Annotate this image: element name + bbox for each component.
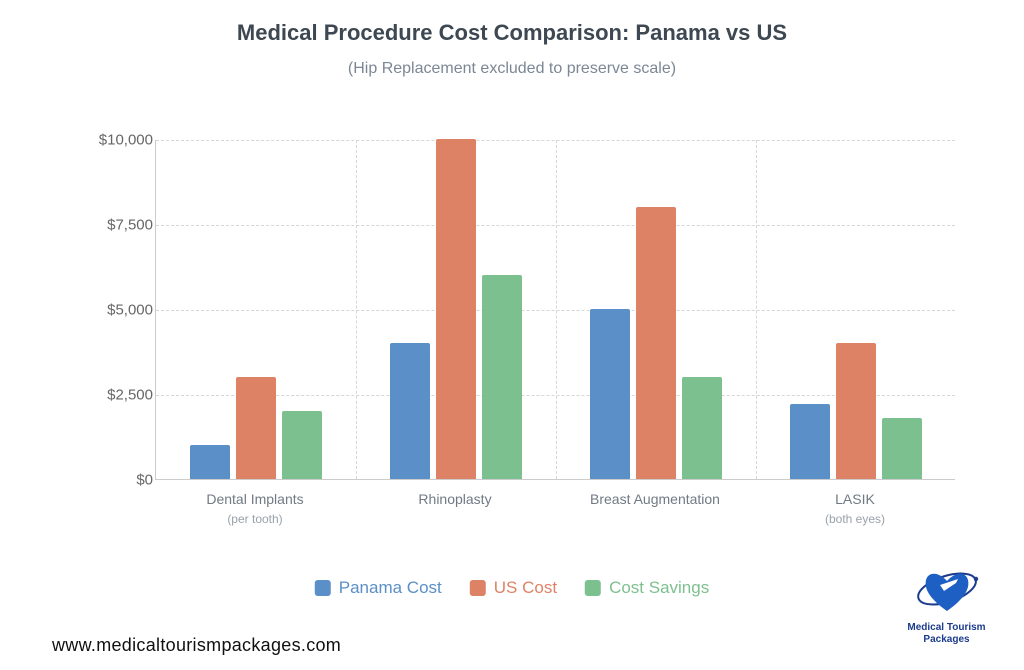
chart-subtitle: (Hip Replacement excluded to preserve sc… [0,60,1024,78]
bar-group [390,139,522,479]
bar [436,139,476,479]
logo-text: Medical Tourism Packages [899,622,994,645]
y-tick-label: $2,500 [83,387,153,404]
legend-label: Cost Savings [609,578,709,598]
heart-plane-icon [912,565,982,620]
legend-swatch [470,580,486,596]
bar [590,309,630,479]
legend-label: US Cost [494,578,557,598]
brand-logo: Medical Tourism Packages [899,565,994,645]
chart-area: $0$2,500$5,000$7,500$10,000 Dental Impla… [75,130,965,510]
bar [682,377,722,479]
x-tick-label: Rhinoplasty [360,490,550,509]
x-tick-label: LASIK(both eyes) [760,490,950,528]
legend-swatch [585,580,601,596]
y-tick-label: $10,000 [83,132,153,149]
bar [282,411,322,479]
x-tick-label: Breast Augmentation [560,490,750,509]
legend-item: US Cost [470,578,557,598]
legend-label: Panama Cost [339,578,442,598]
bar [636,207,676,479]
footer-url: www.medicaltourismpackages.com [52,635,341,656]
plot-area [155,140,955,480]
bar [236,377,276,479]
bar-group [590,207,722,479]
y-tick-label: $7,500 [83,217,153,234]
legend-swatch [315,580,331,596]
gridline-vertical [556,140,557,479]
legend-item: Panama Cost [315,578,442,598]
bar [836,343,876,479]
chart-title: Medical Procedure Cost Comparison: Panam… [0,20,1024,46]
bar [390,343,430,479]
bar [790,404,830,479]
y-tick-label: $0 [83,472,153,489]
bar-group [190,377,322,479]
bar [882,418,922,479]
bar-group [790,343,922,479]
legend-item: Cost Savings [585,578,709,598]
bar [482,275,522,479]
y-tick-label: $5,000 [83,302,153,319]
gridline-vertical [356,140,357,479]
legend: Panama Cost US Cost Cost Savings [315,578,709,598]
bar [190,445,230,479]
gridline-vertical [756,140,757,479]
x-tick-label: Dental Implants(per tooth) [160,490,350,528]
